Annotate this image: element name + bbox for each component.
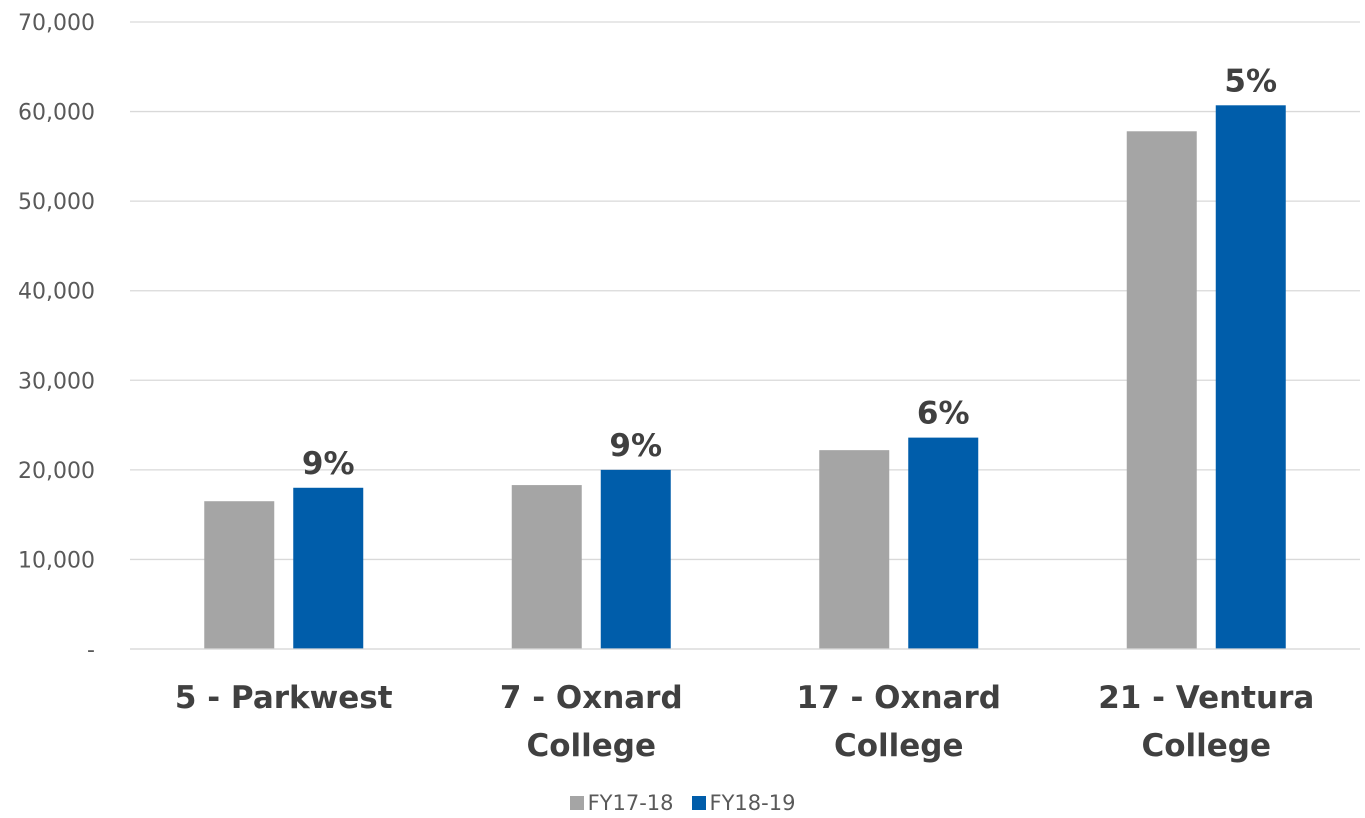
data-label-1: 9% bbox=[609, 428, 662, 464]
bar-FY17-18-3 bbox=[1126, 131, 1197, 649]
category-label-2-1: College bbox=[834, 728, 964, 764]
bar-FY18-19-0 bbox=[293, 487, 364, 649]
y-tick-label-7: 70,000 bbox=[18, 11, 95, 36]
bar-FY17-18-2 bbox=[819, 450, 890, 649]
bars bbox=[204, 105, 1286, 649]
y-axis: - 10,000 20,000 30,000 40,000 50,000 60,000 70,… bbox=[18, 11, 95, 663]
y-tick-label-2: 20,000 bbox=[18, 459, 95, 484]
bar-FY17-18-1 bbox=[511, 485, 582, 649]
x-axis: 5 - Parkwest 7 - Oxnard College 17 - Oxnard… bbox=[130, 648, 1360, 764]
bar-FY18-19-1 bbox=[600, 469, 671, 649]
category-label-3-1: College bbox=[1141, 728, 1271, 764]
data-labels: 9% 9% 6% 5% bbox=[302, 63, 1277, 481]
y-tick-label-0: - bbox=[87, 638, 95, 663]
legend-swatch-1 bbox=[691, 796, 706, 810]
bar-FY18-19-2 bbox=[908, 437, 979, 649]
data-label-0: 9% bbox=[302, 446, 355, 482]
category-label-0-0: 5 - Parkwest bbox=[175, 680, 393, 716]
bar-FY17-18-0 bbox=[204, 501, 275, 649]
y-tick-label-3: 30,000 bbox=[18, 369, 95, 394]
legend-label-1: FY18-19 bbox=[709, 791, 796, 815]
legend-swatch-0 bbox=[569, 796, 584, 810]
legend: FY17-18 FY18-19 bbox=[0, 788, 1365, 818]
data-label-2: 6% bbox=[917, 396, 970, 432]
category-label-1-1: College bbox=[526, 728, 656, 764]
y-tick-label-6: 60,000 bbox=[18, 101, 95, 126]
category-label-2-0: 17 - Oxnard bbox=[797, 680, 1001, 716]
y-tick-label-5: 50,000 bbox=[18, 190, 95, 215]
legend-label-0: FY17-18 bbox=[587, 791, 674, 815]
category-label-3-0: 21 - Ventura bbox=[1098, 680, 1314, 716]
legend-item-1: FY18-19 bbox=[691, 791, 796, 815]
legend-item-0: FY17-18 bbox=[569, 791, 674, 815]
bar-FY18-19-3 bbox=[1215, 105, 1286, 649]
y-tick-label-4: 40,000 bbox=[18, 280, 95, 305]
category-label-1-0: 7 - Oxnard bbox=[500, 680, 683, 716]
y-tick-label-1: 10,000 bbox=[18, 548, 95, 573]
data-label-3: 5% bbox=[1224, 63, 1277, 99]
